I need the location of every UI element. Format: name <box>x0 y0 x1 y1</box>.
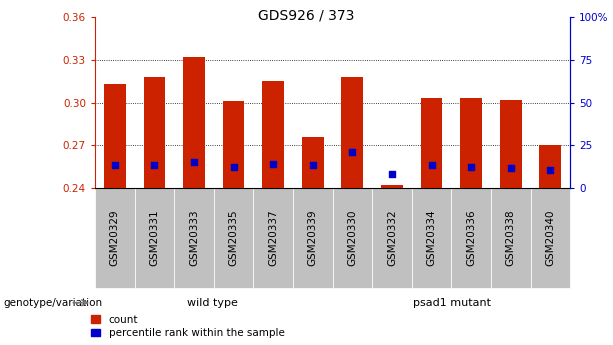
Bar <box>223 101 245 188</box>
Bar <box>460 98 482 188</box>
Text: GSM20340: GSM20340 <box>546 210 555 266</box>
Bar <box>104 84 126 188</box>
Bar <box>421 98 443 188</box>
Point <box>348 150 357 155</box>
Legend: count, percentile rank within the sample: count, percentile rank within the sample <box>91 315 284 338</box>
Point <box>466 164 476 169</box>
Bar <box>500 100 522 188</box>
Point <box>189 160 199 165</box>
Text: psad1 mutant: psad1 mutant <box>413 298 491 308</box>
Point <box>150 162 159 168</box>
Bar <box>341 77 364 188</box>
Point <box>229 164 238 169</box>
Bar <box>381 185 403 188</box>
Text: GSM20332: GSM20332 <box>387 210 397 266</box>
Point <box>308 162 318 168</box>
Text: GSM20331: GSM20331 <box>150 210 159 266</box>
Point <box>268 161 278 167</box>
Text: genotype/variation: genotype/variation <box>3 298 102 308</box>
Point <box>110 162 120 168</box>
Point <box>546 167 555 172</box>
Bar <box>143 77 166 188</box>
Text: GSM20334: GSM20334 <box>427 210 436 266</box>
Text: GDS926 / 373: GDS926 / 373 <box>258 9 355 23</box>
Point <box>427 162 436 168</box>
Bar <box>539 145 561 188</box>
Text: GSM20338: GSM20338 <box>506 210 516 266</box>
Point <box>506 165 516 171</box>
Bar <box>302 137 324 188</box>
Bar <box>262 81 284 188</box>
Point <box>387 171 397 177</box>
Text: GSM20335: GSM20335 <box>229 210 238 266</box>
Text: GSM20333: GSM20333 <box>189 210 199 266</box>
Text: GSM20330: GSM20330 <box>348 210 357 266</box>
Text: GSM20329: GSM20329 <box>110 210 120 266</box>
Text: GSM20337: GSM20337 <box>268 210 278 266</box>
Text: GSM20336: GSM20336 <box>466 210 476 266</box>
Text: wild type: wild type <box>188 298 238 308</box>
Bar <box>183 57 205 188</box>
Text: GSM20339: GSM20339 <box>308 210 318 266</box>
